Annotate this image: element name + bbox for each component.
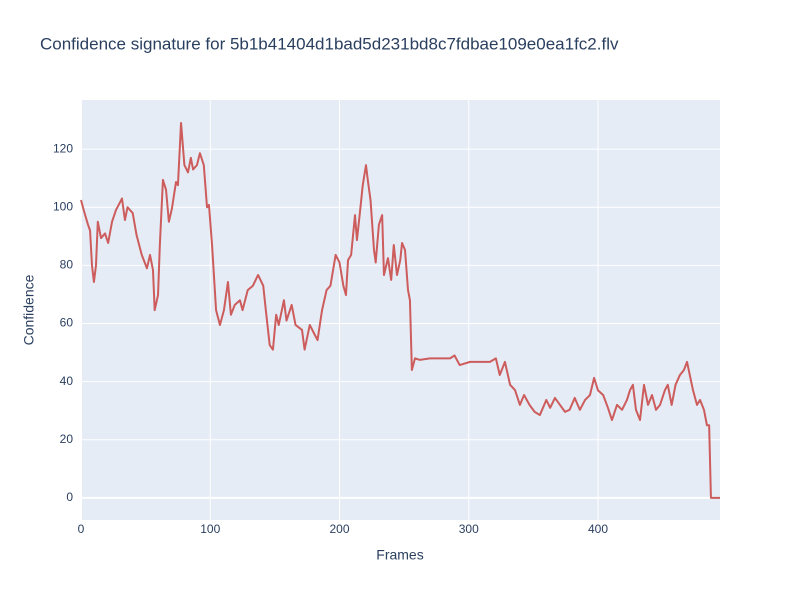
y-tick-label: 60 [60, 316, 74, 330]
x-tick-label: 0 [78, 522, 85, 536]
y-tick-label: 100 [53, 199, 73, 213]
x-tick-label: 300 [459, 522, 479, 536]
x-tick-label: 100 [200, 522, 220, 536]
y-tick-label: 0 [66, 490, 73, 504]
plot-area [81, 100, 720, 520]
y-tick-label: 20 [60, 432, 74, 446]
y-axis-title: Confidence [21, 274, 37, 345]
y-tick-label: 120 [53, 141, 73, 155]
y-tick-label: 40 [60, 374, 74, 388]
chart-title: Confidence signature for 5b1b41404d1bad5… [40, 34, 619, 53]
y-tick-label: 80 [60, 258, 74, 272]
x-axis-title: Frames [376, 547, 423, 563]
data-line [80, 121, 720, 499]
x-tick-label: 400 [588, 522, 608, 536]
x-tick-label: 200 [329, 522, 349, 536]
